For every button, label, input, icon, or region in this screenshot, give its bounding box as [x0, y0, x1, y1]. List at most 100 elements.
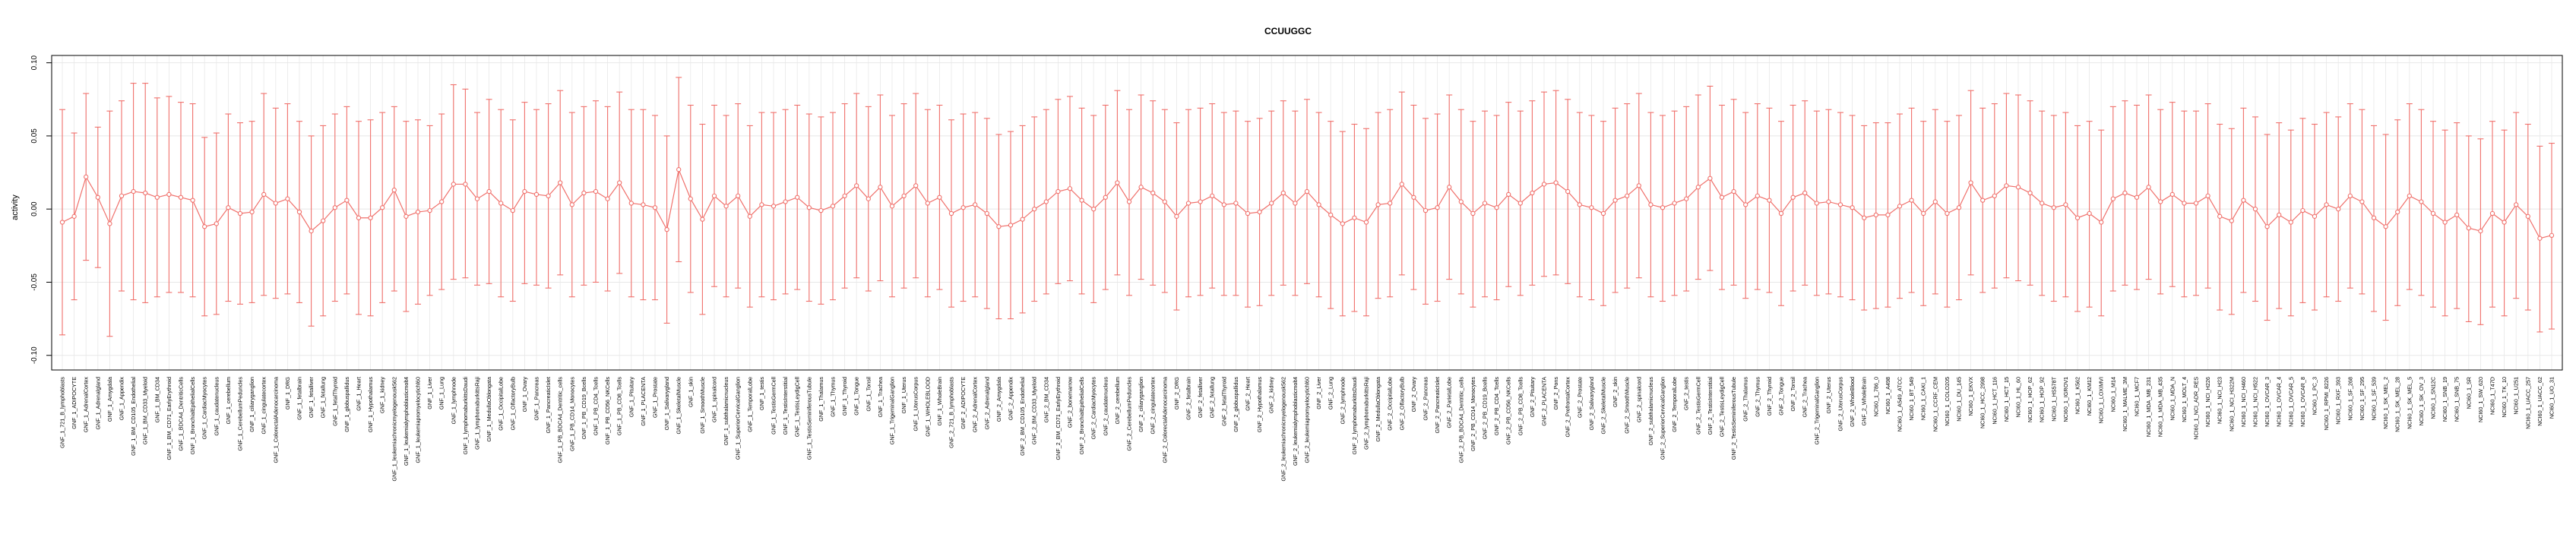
data-point: [2549, 232, 2555, 238]
x-tick-label: NCI60_1_UO_31: [2549, 377, 2555, 419]
data-point: [1589, 205, 1594, 210]
x-tick-label: GNF_2_lymphnode: [1339, 377, 1346, 424]
data-point: [1245, 210, 1251, 217]
x-tick-label: GNF_2_Pituitary: [1529, 377, 1536, 418]
data-point: [558, 180, 563, 185]
data-point: [1043, 199, 1049, 204]
x-tick-label: GNF_1_Pancreas: [533, 377, 540, 421]
x-tick-label: GNF_2_globuspallidus: [1233, 377, 1239, 432]
data-point: [1921, 210, 1926, 217]
data-point: [2241, 198, 2246, 203]
data-point: [1648, 202, 1654, 207]
data-point: [1115, 180, 1120, 185]
data-point: [533, 191, 540, 198]
data-point: [1968, 180, 1973, 185]
data-point: [1755, 193, 1760, 199]
data-point: [2099, 220, 2104, 225]
x-tick-label: GNF_1_Pituitary: [628, 377, 635, 418]
y-tick-label: 0.00: [30, 201, 39, 217]
data-point: [1447, 185, 1452, 190]
data-point: [463, 182, 468, 187]
data-point: [1743, 202, 1748, 207]
data-point: [2454, 212, 2460, 218]
x-tick-label: GNF_2_lymphomaburkittsRaji: [1363, 377, 1370, 450]
x-tick-label: GNF_2_PB_CD14_Monocytes: [1470, 377, 1476, 451]
data-point: [2277, 212, 2282, 218]
x-tick-label: NCI60_1_SNB_19: [2442, 377, 2448, 422]
data-point: [2027, 190, 2033, 196]
x-tick-label: GNF_1_BM_CD105_Endothelial: [130, 377, 137, 456]
data-point: [818, 207, 824, 213]
data-point: [1909, 198, 1914, 203]
x-tick-label: GNF_2_TestisInterstitial: [1707, 377, 1714, 435]
data-point: [2217, 213, 2223, 219]
data-point: [2324, 202, 2329, 207]
x-tick-label: GNF_2_PLACENTA: [1541, 377, 1548, 426]
data-point: [925, 201, 930, 206]
x-tick-label: GNF_2_testis: [1683, 377, 1690, 410]
data-point: [1945, 210, 1950, 217]
x-tick-label: GNF_1_721_B_lymphoblasts: [59, 377, 66, 448]
x-tick-label: GNF_1_TestisLeydigCell: [794, 377, 801, 437]
data-point: [1304, 188, 1310, 194]
data-point: [806, 205, 812, 210]
x-tick-label: NCI60_1_HOP_92: [2039, 377, 2046, 422]
x-tick-label: GNF_1_Thalamus: [818, 377, 824, 422]
x-tick-label: GNF_1_WholeBrain: [936, 377, 943, 425]
x-tick-label: NCI60_1_HCT_116: [1991, 377, 1998, 425]
x-tick-label: GNF_1_AdrenalCortex: [83, 377, 90, 433]
x-tick-label: GNF_2_UterusCorpus: [1837, 377, 1844, 432]
x-tick-label: GNF_2_MedullaOblongata: [1375, 377, 1381, 442]
data-point: [1079, 198, 1084, 203]
data-point: [1612, 198, 1618, 203]
data-point: [2122, 190, 2128, 196]
x-tick-label: GNF_2_PB_CD56_NKCells: [1505, 377, 1512, 444]
x-tick-label: GNF_2_kidney: [1268, 377, 1275, 413]
x-tick-label: GNF_2_TestisGermCell: [1695, 377, 1701, 435]
x-tick-label: GNF_2_spinalcord: [1635, 377, 1642, 422]
data-point: [913, 183, 919, 188]
x-tick-label: GNF_1_Ovary: [521, 377, 528, 413]
data-point: [2442, 220, 2448, 225]
data-point: [131, 188, 136, 194]
x-tick-label: NCI60_1_NCI_H226: [2204, 377, 2211, 427]
x-tick-label: GNF_2_Thyroid: [1766, 377, 1773, 416]
x-tick-label: GNF_1_leukemiachronicmyelogenousk562: [391, 377, 397, 481]
data-point: [1790, 194, 1796, 200]
data-point: [2312, 213, 2318, 219]
data-point: [510, 207, 515, 213]
x-tick-label: GNF_1_MedullaOblongata: [486, 377, 492, 442]
x-tick-label: GNF_1_UterusCorpus: [913, 377, 919, 432]
data-point: [296, 209, 302, 215]
data-point: [1862, 215, 1867, 220]
x-tick-label: GNF_1_ColorectalAdenocarcinoma: [272, 377, 279, 463]
data-point: [878, 185, 883, 190]
data-point: [1328, 212, 1334, 218]
data-point: [1174, 213, 1179, 219]
data-point: [2537, 236, 2543, 241]
data-point: [1494, 205, 1499, 210]
x-tick-label: GNF_1_PB_CD14_Monocytes: [568, 377, 575, 451]
x-tick-label: GNF_1_Amygdala: [106, 377, 113, 422]
data-point: [71, 213, 77, 219]
data-point: [1008, 223, 1014, 228]
data-point: [2288, 220, 2293, 225]
x-tick-label: GNF_1_Appendix: [119, 377, 125, 421]
data-point: [747, 213, 752, 219]
x-tick-label: GNF_2_BronchialEpithelialCells: [1078, 377, 1085, 455]
data-point: [1814, 201, 1819, 206]
x-tick-label: GNF_1_SmoothMuscle: [699, 377, 706, 434]
data-point: [1672, 201, 1677, 206]
data-point: [2264, 224, 2270, 229]
x-tick-label: GNF_1_Liver: [426, 376, 433, 409]
x-tick-label: GNF_1_BM_CD71_EarlyErythroid: [166, 377, 172, 460]
x-tick-label: GNF_2_SkeletalMuscle: [1600, 377, 1607, 435]
x-tick-label: GNF_2_Pons: [1552, 377, 1559, 410]
data-point: [1126, 199, 1132, 204]
data-point: [178, 194, 184, 200]
data-point: [1636, 183, 1641, 188]
x-tick-label: GNF_2_CerebellumPeduncles: [1126, 377, 1133, 451]
data-point: [593, 188, 599, 194]
x-tick-label: GNF_2_cerebellum: [1114, 377, 1121, 424]
data-point: [59, 220, 65, 225]
